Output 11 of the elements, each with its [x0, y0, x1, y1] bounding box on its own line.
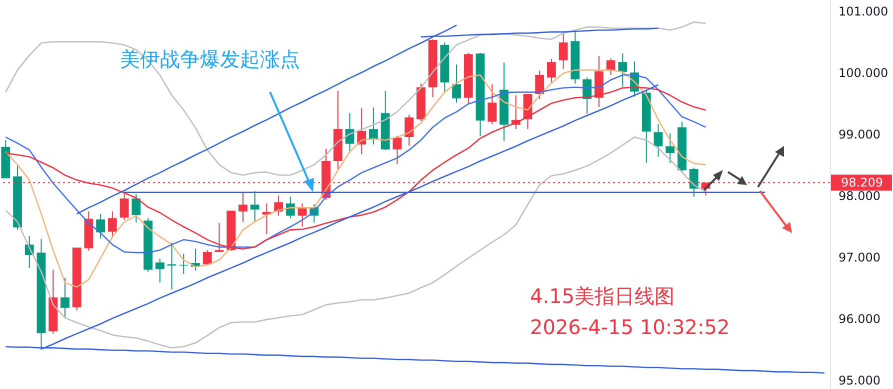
y-tick-label: 98.000: [838, 188, 880, 203]
annotation: 美伊战争爆发起涨点: [120, 47, 300, 71]
y-tick-label: 100.000: [838, 66, 888, 80]
ref-line-label: 98.209: [841, 176, 883, 190]
annotation: 4.15美指日线图: [530, 284, 675, 308]
y-tick-label: 97.000: [838, 250, 880, 264]
annotation: 2026-4-15 10:32:52: [530, 315, 730, 339]
y-tick-label: 101.000: [838, 4, 888, 19]
y-tick-label: 96.000: [838, 312, 880, 326]
y-tick-label: 99.000: [838, 127, 880, 142]
y-tick-label: 95.000: [838, 373, 880, 388]
